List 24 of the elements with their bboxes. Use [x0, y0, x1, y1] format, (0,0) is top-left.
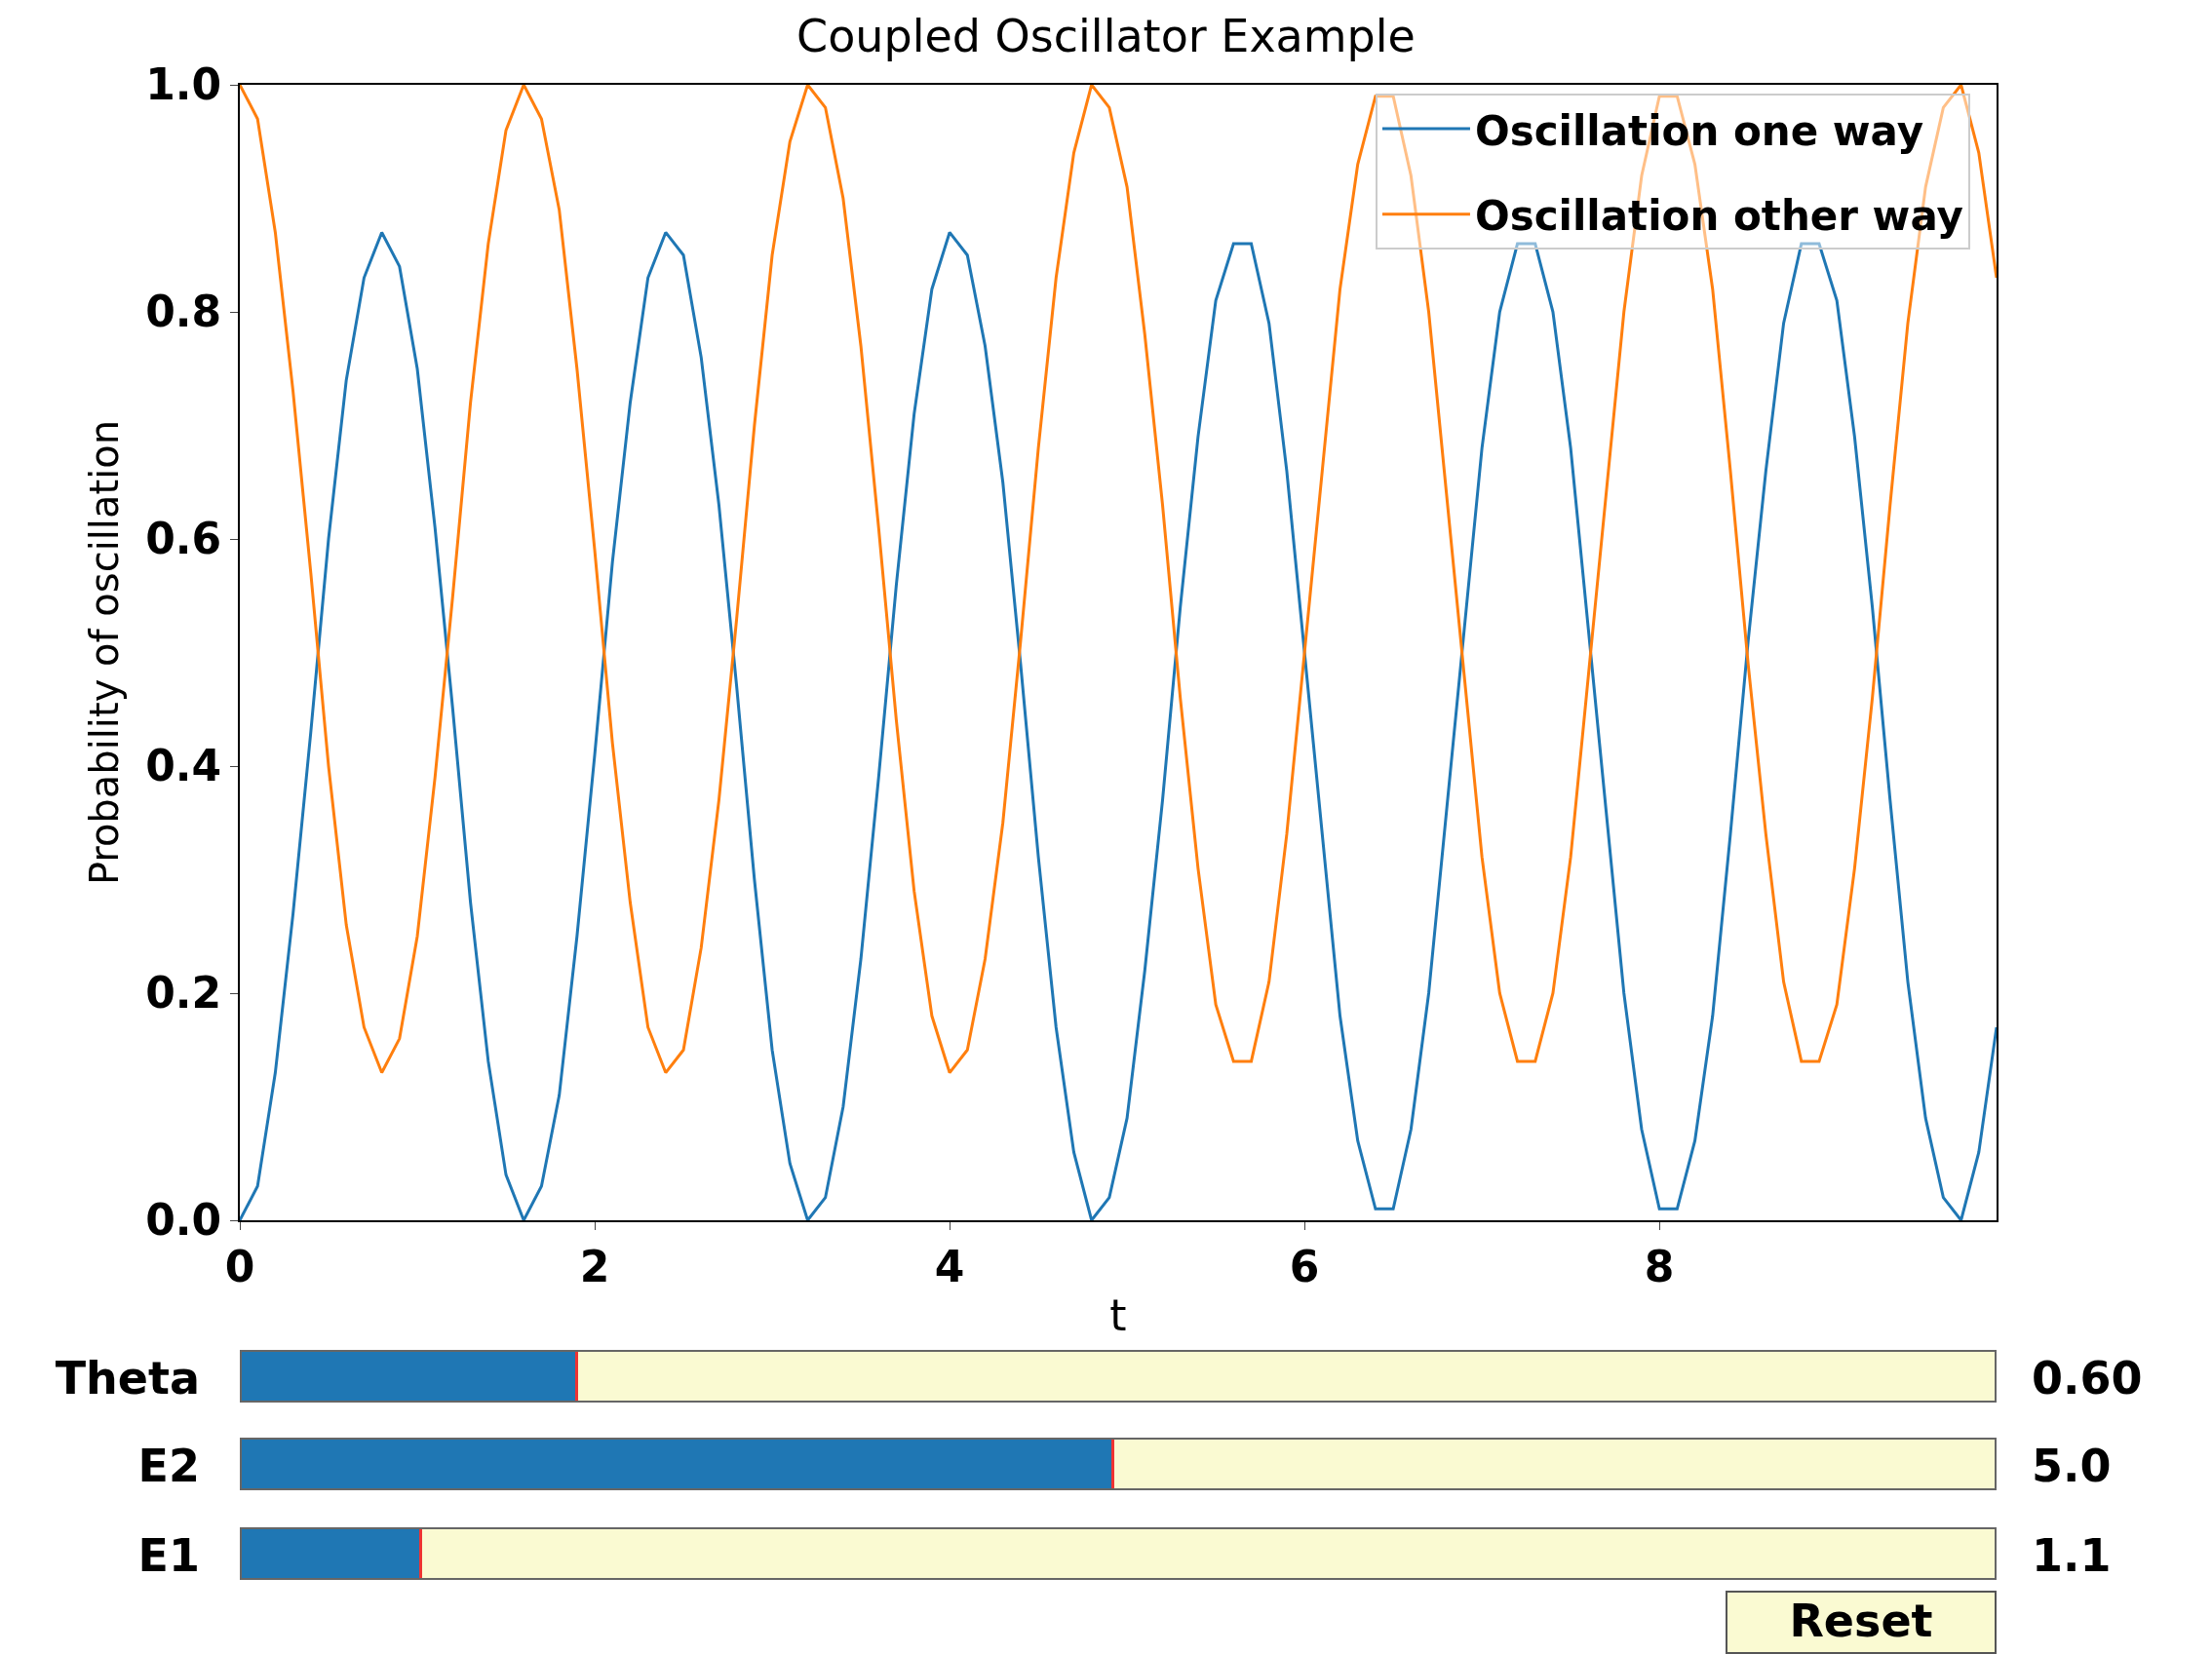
- x-tick-label: 6: [1289, 1241, 1320, 1291]
- text: E2: [137, 1439, 200, 1494]
- y-tick-label: 0.2: [145, 968, 222, 1019]
- text: 5.0: [2032, 1439, 2112, 1494]
- x-tick-label: 0: [224, 1241, 255, 1291]
- y-tick-label: 0.8: [145, 287, 222, 337]
- x-tick-label: 8: [1644, 1241, 1675, 1291]
- chart-title: Coupled Oscillator Example: [796, 10, 1416, 63]
- text: Theta: [55, 1351, 200, 1406]
- text: 1.1: [2032, 1528, 2112, 1584]
- y-tick-label: 0.4: [145, 741, 222, 791]
- x-tick-label: 2: [579, 1241, 610, 1291]
- line-series: [240, 85, 1997, 1075]
- legend-label: Oscillation other way: [1474, 192, 1963, 241]
- legend-label: Oscillation one way: [1474, 106, 1924, 155]
- text: E1: [137, 1528, 200, 1584]
- y-tick-label: 1.0: [145, 59, 222, 110]
- y-axis-title: Probability of oscillation: [82, 419, 128, 886]
- x-tick-label: 4: [934, 1241, 965, 1291]
- x-axis-title: t: [1109, 1289, 1127, 1340]
- reset-button: Reset: [1726, 1591, 1997, 1654]
- y-tick-label: 0.6: [145, 514, 222, 564]
- text: 0.60: [2032, 1351, 2143, 1406]
- y-tick-label: 0.0: [145, 1195, 222, 1246]
